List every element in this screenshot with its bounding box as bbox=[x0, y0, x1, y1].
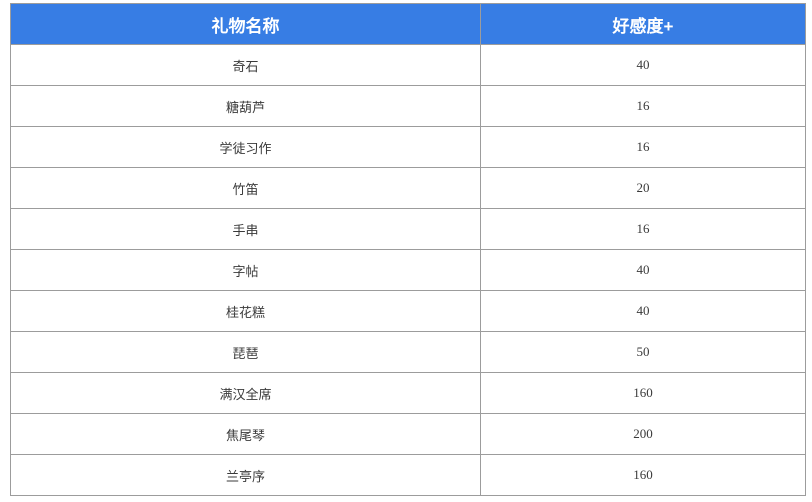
favorability-value-cell: 20 bbox=[480, 167, 806, 209]
gift-favor-table: 礼物名称 好感度+ 奇石 40 糖葫芦 16 学徒习作 16 竹笛 20 手串 16 字帖 40 桂花糕… bbox=[10, 3, 806, 496]
gift-favor-table-container: 礼物名称 好感度+ 奇石 40 糖葫芦 16 学徒习作 16 竹笛 20 手串 16 字帖 40 桂花糕… bbox=[10, 3, 806, 496]
table-row: 学徒习作 16 bbox=[10, 126, 806, 168]
gift-name-cell: 手串 bbox=[10, 208, 481, 250]
gift-name-cell: 满汉全席 bbox=[10, 372, 481, 414]
gift-name-cell: 字帖 bbox=[10, 249, 481, 291]
favorability-value-cell: 40 bbox=[480, 249, 806, 291]
favorability-value-cell: 16 bbox=[480, 85, 806, 127]
favorability-value-cell: 40 bbox=[480, 290, 806, 332]
header-row: 礼物名称 好感度+ bbox=[10, 3, 806, 45]
table-row: 字帖 40 bbox=[10, 249, 806, 291]
gift-name-cell: 竹笛 bbox=[10, 167, 481, 209]
table-row: 焦尾琴 200 bbox=[10, 413, 806, 455]
favorability-value-cell: 16 bbox=[480, 126, 806, 168]
table-row: 奇石 40 bbox=[10, 44, 806, 86]
table-row: 琵琶 50 bbox=[10, 331, 806, 373]
table-row: 糖葫芦 16 bbox=[10, 85, 806, 127]
favorability-value-cell: 160 bbox=[480, 372, 806, 414]
favorability-value-cell: 40 bbox=[480, 44, 806, 86]
gift-name-cell: 学徒习作 bbox=[10, 126, 481, 168]
table-body: 奇石 40 糖葫芦 16 学徒习作 16 竹笛 20 手串 16 字帖 40 桂花糕 40 琵琶 50 满汉全席… bbox=[10, 44, 806, 496]
gift-name-cell: 兰亭序 bbox=[10, 454, 481, 496]
favorability-value-cell: 50 bbox=[480, 331, 806, 373]
gift-name-cell: 焦尾琴 bbox=[10, 413, 481, 455]
column-header-favorability: 好感度+ bbox=[480, 3, 806, 45]
table-row: 竹笛 20 bbox=[10, 167, 806, 209]
gift-name-cell: 桂花糕 bbox=[10, 290, 481, 332]
favorability-value-cell: 16 bbox=[480, 208, 806, 250]
favorability-value-cell: 160 bbox=[480, 454, 806, 496]
table-row: 满汉全席 160 bbox=[10, 372, 806, 414]
gift-name-cell: 琵琶 bbox=[10, 331, 481, 373]
table-row: 手串 16 bbox=[10, 208, 806, 250]
favorability-value-cell: 200 bbox=[480, 413, 806, 455]
gift-name-cell: 糖葫芦 bbox=[10, 85, 481, 127]
gift-name-cell: 奇石 bbox=[10, 44, 481, 86]
table-row: 桂花糕 40 bbox=[10, 290, 806, 332]
column-header-gift-name: 礼物名称 bbox=[10, 3, 481, 45]
table-row: 兰亭序 160 bbox=[10, 454, 806, 496]
